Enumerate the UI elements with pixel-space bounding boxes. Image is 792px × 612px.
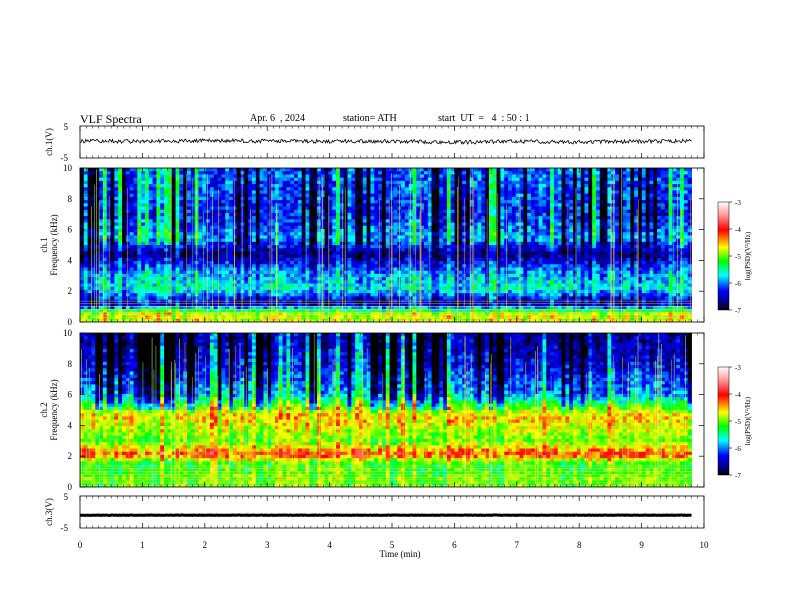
x-tick-label: 8 bbox=[577, 540, 582, 550]
colorbar-tick-label: -4 bbox=[735, 226, 741, 234]
ch3-waveform-frame bbox=[79, 495, 705, 529]
ch2-spectrogram-yticks: 0 2 4 6 8 10 bbox=[63, 328, 73, 492]
x-tick-label: 1 bbox=[140, 540, 145, 550]
y-tick-label: 2 bbox=[68, 451, 73, 461]
x-tick-label: 4 bbox=[327, 540, 332, 550]
ch1-spec-ylabel-channel: ch.1 bbox=[39, 237, 49, 252]
x-tick-label: 3 bbox=[265, 540, 270, 550]
y-tick-label: 0 bbox=[68, 482, 73, 492]
colorbar-tick-label: -5 bbox=[735, 418, 741, 426]
y-tick-label: 6 bbox=[68, 390, 73, 400]
colorbar-tick-label: -3 bbox=[735, 364, 741, 372]
x-tick-label: 7 bbox=[515, 540, 520, 550]
ch2-spectrogram bbox=[80, 333, 704, 487]
ch2-colorbar bbox=[717, 366, 730, 476]
y-tick-label: 4 bbox=[68, 420, 73, 430]
colorbar-tick-label: -7 bbox=[735, 472, 741, 480]
ch3-wave-ylabel: ch.3(V) bbox=[44, 498, 54, 526]
x-tick-label: 9 bbox=[639, 540, 644, 550]
ch1-spec-ylabel-frequency: Frequency (kHz) bbox=[49, 214, 59, 275]
x-axis-label: Time (min) bbox=[380, 549, 421, 559]
ch1-spectrogram-yticks: 0 2 4 6 8 10 bbox=[63, 163, 73, 327]
y-tick-label: 2 bbox=[68, 286, 73, 296]
y-tick-label: 8 bbox=[68, 194, 73, 204]
ch1-wave-ylabel: ch.1(V) bbox=[44, 128, 54, 156]
ch2-spec-ylabel-frequency: Frequency (kHz) bbox=[49, 379, 59, 440]
ch2-spec-ylabel-channel: ch.2 bbox=[39, 402, 49, 417]
chart-title: VLF Spectra bbox=[80, 112, 142, 126]
start-time-label: start UT = 4 : 50 : 1 bbox=[438, 113, 530, 124]
colorbar-tick-label: -4 bbox=[735, 391, 741, 399]
y-tick-label: 10 bbox=[63, 163, 73, 173]
x-tick-label: 2 bbox=[203, 540, 208, 550]
station-label: station= ATH bbox=[343, 113, 397, 124]
y-tick-label: 0 bbox=[68, 317, 73, 327]
ch1-wave-tick-top: 5 bbox=[64, 122, 69, 132]
x-tick-label: 6 bbox=[452, 540, 457, 550]
colorbar-tick-label: -6 bbox=[735, 280, 741, 288]
x-tick-labels: 0 1 2 3 4 5 6 7 8 9 10 bbox=[78, 540, 709, 550]
ch1-spectrogram bbox=[80, 168, 704, 322]
colorbar-tick-label: -3 bbox=[735, 199, 741, 207]
ch1-waveform-trace bbox=[79, 137, 692, 145]
waveform-line bbox=[79, 137, 692, 145]
colorbar-tick-label: -7 bbox=[735, 307, 741, 315]
y-tick-label: 10 bbox=[63, 328, 73, 338]
colorbar-tick-label: -6 bbox=[735, 445, 741, 453]
ch3-wave-tick-top: 5 bbox=[64, 492, 69, 502]
x-tick-label: 0 bbox=[78, 540, 83, 550]
y-tick-label: 4 bbox=[68, 255, 73, 265]
ch1-wave-tick-bottom: -5 bbox=[61, 153, 69, 163]
x-tick-label: 5 bbox=[390, 540, 395, 550]
y-tick-label: 6 bbox=[68, 225, 73, 235]
ch1-colorbar-label: log(PSD)(V²/Hz) bbox=[744, 231, 752, 280]
ch2-colorbar-ticks: -3 -4 -5 -6 -7 bbox=[729, 364, 741, 480]
ch1-colorbar bbox=[717, 201, 730, 311]
ch2-colorbar-label: log(PSD)(V²/Hz) bbox=[744, 396, 752, 445]
ch3-wave-tick-bottom: -5 bbox=[61, 523, 69, 533]
ch1-colorbar-ticks: -3 -4 -5 -6 -7 bbox=[729, 199, 741, 315]
date-label: Apr. 6 , 2024 bbox=[250, 113, 305, 124]
y-tick-label: 8 bbox=[68, 359, 73, 369]
x-tick-label: 10 bbox=[700, 540, 710, 550]
axis-ticks bbox=[79, 126, 705, 528]
colorbar-tick-label: -5 bbox=[735, 253, 741, 261]
